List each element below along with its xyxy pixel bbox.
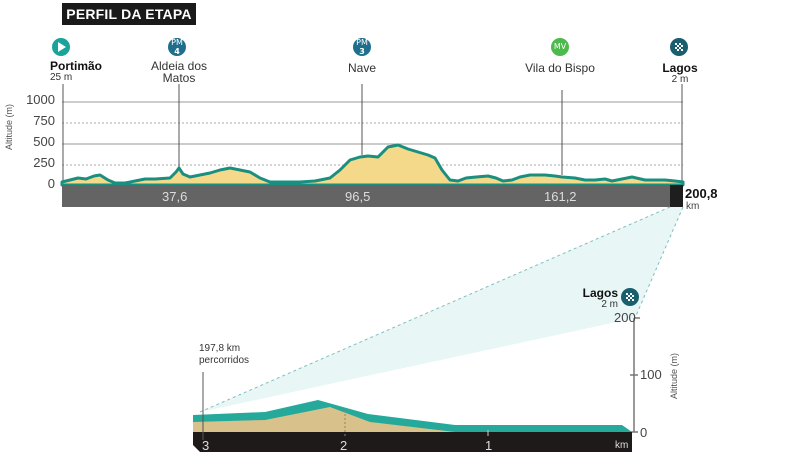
location-nave: Nave — [347, 61, 376, 75]
start-icon — [52, 38, 70, 56]
sprint-mv-icon: MV — [551, 38, 569, 56]
mountain-pass-3-icon: PM 3 — [353, 38, 371, 56]
x-tick: 161,2 — [544, 189, 577, 204]
location-aldeia-dos-matos: Aldeia dos Matos — [150, 59, 208, 85]
detail-x-tick: 2 — [340, 438, 348, 453]
total-distance-unit: km — [686, 201, 700, 212]
y-tick: 0 — [47, 176, 55, 191]
detail-finish-flag-icon — [621, 288, 639, 306]
detail-start-note: 197,8 km percorridos — [199, 343, 250, 366]
total-distance: 200,8 — [685, 186, 718, 201]
page-title: PERFIL DA ETAPA — [62, 3, 196, 25]
detail-y-tick: 200 — [614, 310, 636, 325]
y-tick: 1000 — [26, 92, 55, 107]
detail-x-tick: 3 — [202, 438, 210, 453]
mountain-pass-4-icon: PM 4 — [168, 38, 186, 56]
y-tick: 500 — [33, 134, 55, 149]
y-tick: 250 — [33, 155, 55, 170]
svg-text:Altitude (m): Altitude (m) — [669, 353, 679, 399]
detail-y-tick: 0 — [640, 425, 648, 440]
location-portimao: Portimão 25 m — [50, 59, 103, 83]
svg-text:Altitude (m): Altitude (m) — [4, 104, 14, 150]
x-tick: 96,5 — [345, 189, 371, 204]
x-tick: 37,6 — [162, 189, 188, 204]
location-lagos: Lagos 2 m — [662, 61, 698, 85]
detail-y-tick: 100 — [640, 367, 662, 382]
detail-location-lagos: Lagos 2 m — [582, 286, 618, 310]
detail-x-tick: 1 — [485, 438, 493, 453]
detail-x-unit: km — [615, 440, 629, 451]
location-vila-do-bispo: Vila do Bispo — [525, 61, 595, 75]
finish-flag-icon — [670, 38, 688, 56]
y-tick: 750 — [33, 113, 55, 128]
